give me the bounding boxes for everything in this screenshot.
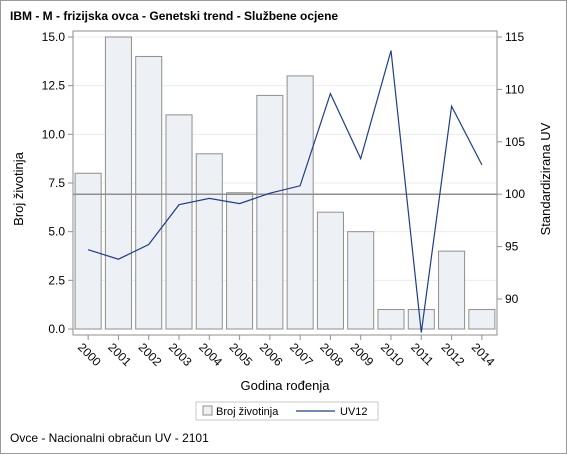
right-tick-label: 100 xyxy=(505,187,525,201)
x-tick-label: 2012 xyxy=(438,340,467,369)
y2-axis-title: Standardizirana UV xyxy=(538,122,553,235)
right-tick-label: 115 xyxy=(505,30,524,44)
x-axis-title: Godina rođenja xyxy=(241,378,331,393)
left-tick-label: 15.0 xyxy=(42,30,66,44)
x-tick-label: 2009 xyxy=(348,340,377,369)
left-tick-label: 7.5 xyxy=(48,176,65,190)
right-tick-label: 105 xyxy=(505,135,525,149)
legend-line-label: UV12 xyxy=(340,406,368,418)
legend-bar-swatch xyxy=(202,405,213,416)
y-axis-title: Broj životinja xyxy=(11,151,26,225)
x-tick-label: 2000 xyxy=(75,340,104,369)
x-tick-label: 2014 xyxy=(469,340,498,369)
x-tick-label: 2002 xyxy=(136,340,165,369)
left-tick-label: 12.5 xyxy=(42,79,66,93)
bar-2012 xyxy=(438,250,466,330)
x-tick-label: 2003 xyxy=(166,340,195,369)
bar-2014 xyxy=(468,309,496,330)
bar-2000 xyxy=(74,172,102,330)
bar-2009 xyxy=(347,231,375,330)
left-tick-label: 10.0 xyxy=(42,127,66,141)
x-tick-label: 2007 xyxy=(287,340,316,369)
right-tick-label: 95 xyxy=(505,240,519,254)
bar-2010 xyxy=(377,309,405,330)
x-tick-label: 2008 xyxy=(317,340,346,369)
x-tick-label: 2006 xyxy=(257,340,286,369)
x-tick-label: 2004 xyxy=(196,340,225,369)
legend-bar-label: Broj životinja xyxy=(216,406,279,418)
x-tick-label: 2005 xyxy=(226,340,255,369)
x-tick-label: 2001 xyxy=(105,340,134,369)
bar-2002 xyxy=(135,55,163,330)
bar-2011 xyxy=(407,309,435,330)
footnote: Ovce - Nacionalni obračun UV - 2101 xyxy=(10,431,209,445)
uv12-line xyxy=(87,50,483,333)
bar-2008 xyxy=(316,211,344,330)
bar-2003 xyxy=(165,114,193,330)
left-tick-label: 2.5 xyxy=(48,273,65,287)
bar-2001 xyxy=(104,36,132,330)
legend-box xyxy=(195,401,379,421)
right-tick-label: 90 xyxy=(505,292,519,306)
chart-title: IBM - M - frizijska ovca - Genetski tren… xyxy=(10,9,339,23)
bar-2007 xyxy=(286,75,314,330)
right-tick-label: 110 xyxy=(505,82,524,96)
x-tick-label: 2011 xyxy=(408,340,436,368)
left-tick-label: 5.0 xyxy=(48,225,65,239)
left-tick-label: 0.0 xyxy=(48,322,65,336)
bar-2004 xyxy=(195,153,223,330)
bar-2006 xyxy=(256,94,284,330)
bar-2005 xyxy=(226,192,254,330)
x-tick-label: 2010 xyxy=(378,340,407,369)
